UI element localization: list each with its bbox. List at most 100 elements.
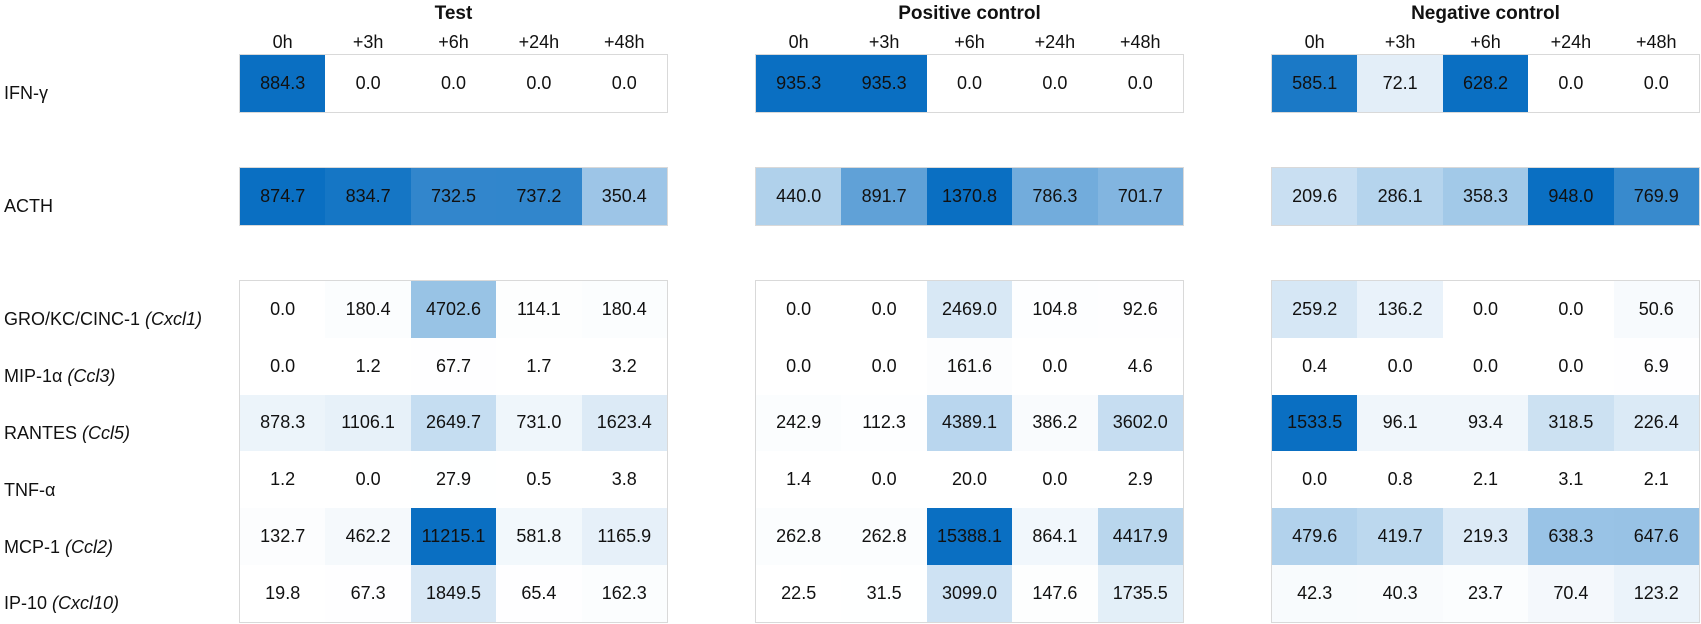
heatmap-cell: 0.5 [496, 451, 582, 509]
heatmap-cell: 874.7 [240, 168, 326, 225]
heatmap-cell: 4417.9 [1097, 508, 1183, 565]
heatmap-cell: 4.6 [1097, 337, 1183, 395]
heatmap-cell: 4389.1 [926, 394, 1013, 452]
heatmap-cell: 67.7 [410, 337, 497, 395]
timepoint-label: +48h [604, 32, 645, 52]
row-label-name: GRO/KC/CINC-1 [4, 309, 146, 330]
panel-title: Positive control [898, 3, 1041, 24]
heatmap-cell: 20.0 [926, 451, 1013, 509]
heatmap-cell: 11215.1 [410, 508, 497, 565]
heatmap-cell: 0.0 [496, 55, 582, 112]
panel-title: Test [434, 3, 473, 24]
heatmap-cell: 0.0 [841, 337, 927, 395]
heatmap-cell: 0.0 [756, 337, 842, 395]
heatmap-cell: 114.1 [496, 281, 582, 338]
row-label-gene: (Ccl3) [67, 366, 116, 387]
heatmap-cell: 0.0 [1012, 55, 1098, 112]
heatmap-cell: 96.1 [1357, 394, 1443, 452]
heatmap-cell: 0.0 [1097, 55, 1183, 112]
heatmap-cell: 0.0 [1442, 281, 1529, 338]
heatmap-cell: 180.4 [581, 281, 667, 338]
row-label: IFN-γ [4, 81, 48, 105]
row-label: ACTH [4, 194, 53, 218]
heatmap-cell: 1735.5 [1097, 565, 1183, 622]
heatmap-cell: 585.1 [1272, 55, 1358, 112]
heatmap-cell: 0.0 [841, 451, 927, 509]
heatmap-cell: 3099.0 [926, 565, 1013, 622]
heatmap-cell: 0.0 [756, 281, 842, 338]
heatmap-cell: 65.4 [496, 565, 582, 622]
heatmap-cell: 42.3 [1272, 565, 1358, 622]
heatmap-cell: 0.0 [325, 451, 411, 509]
heatmap-cell: 581.8 [496, 508, 582, 565]
heatmap-cell: 769.9 [1613, 168, 1699, 225]
heatmap-cell: 350.4 [581, 168, 667, 225]
heatmap-cell: 1.2 [240, 451, 326, 509]
row-label-name: IP-10 [4, 593, 53, 614]
heatmap-cell: 0.0 [841, 281, 927, 338]
timepoint-label: +3h [352, 32, 384, 52]
heatmap-cell: 731.0 [496, 394, 582, 452]
heatmap-cell: 732.5 [410, 168, 497, 225]
heatmap-cell: 2649.7 [410, 394, 497, 452]
timepoint-label: +6h [438, 32, 469, 52]
heatmap-cell: 3.8 [581, 451, 667, 509]
heatmap-cell: 104.8 [1012, 281, 1098, 338]
heatmap-cell: 180.4 [325, 281, 411, 338]
row-label: MIP-1α (Ccl3) [4, 364, 115, 388]
heatmap-cell: 2469.0 [926, 281, 1013, 338]
row-label: RANTES (Ccl5) [4, 421, 130, 445]
heatmap-cell: 27.9 [410, 451, 497, 509]
timepoint-label: +24h [1550, 32, 1592, 52]
heatmap-cell: 15388.1 [926, 508, 1013, 565]
heatmap-cell: 1370.8 [926, 168, 1013, 225]
heatmap-cell: 1623.4 [581, 394, 667, 452]
heatmap-cell: 318.5 [1528, 394, 1614, 452]
heatmap-cell: 628.2 [1442, 55, 1529, 112]
heatmap-cell: 219.3 [1442, 508, 1529, 565]
row-label-gene: (Cxcl1) [145, 309, 203, 330]
heatmap-cell: 386.2 [1012, 394, 1098, 452]
timepoint-label: 0h [1304, 32, 1325, 52]
heatmap-cell: 70.4 [1528, 565, 1614, 622]
timepoint-label: +48h [1120, 32, 1161, 52]
heatmap-cell: 419.7 [1357, 508, 1443, 565]
heatmap-cell: 2.9 [1097, 451, 1183, 509]
heatmap-cell: 3602.0 [1097, 394, 1183, 452]
timepoint-label: +48h [1636, 32, 1677, 52]
heatmap-cell: 0.0 [410, 55, 497, 112]
heatmap-cell: 479.6 [1272, 508, 1358, 565]
heatmap-cell: 462.2 [325, 508, 411, 565]
heatmap-cell: 0.0 [240, 281, 326, 338]
heatmap-cell: 6.9 [1613, 337, 1699, 395]
heatmap-cell: 50.6 [1613, 281, 1699, 338]
row-label-gene: (Cxcl10) [52, 593, 120, 614]
heatmap-cell: 1165.9 [581, 508, 667, 565]
heatmap-cell: 31.5 [841, 565, 927, 622]
timepoint-label: +3h [868, 32, 900, 52]
heatmap-cell: 259.2 [1272, 281, 1358, 338]
heatmap-cell: 0.4 [1272, 337, 1358, 395]
heatmap-cell: 22.5 [756, 565, 842, 622]
heatmap-cell: 67.3 [325, 565, 411, 622]
heatmap-cell: 440.0 [756, 168, 842, 225]
heatmap-cell: 948.0 [1528, 168, 1614, 225]
heatmap-cell: 0.8 [1357, 451, 1443, 509]
heatmap-cell: 935.3 [841, 55, 927, 112]
heatmap-cell: 286.1 [1357, 168, 1443, 225]
heatmap-cell: 40.3 [1357, 565, 1443, 622]
heatmap-cell: 0.0 [1528, 337, 1614, 395]
heatmap-cell: 1.2 [325, 337, 411, 395]
heatmap-cell: 147.6 [1012, 565, 1098, 622]
heatmap-cell: 262.8 [841, 508, 927, 565]
heatmap-cell: 2.1 [1613, 451, 1699, 509]
row-label: GRO/KC/CINC-1 (Cxcl1) [4, 307, 202, 331]
heatmap-cell: 112.3 [841, 394, 927, 452]
timepoint-label: +6h [954, 32, 985, 52]
heatmap-cell: 136.2 [1357, 281, 1443, 338]
heatmap-cell: 0.0 [1528, 281, 1614, 338]
timepoint-label: +24h [518, 32, 560, 52]
row-label-name: TNF-α [4, 479, 56, 500]
heatmap-cell: 161.6 [926, 337, 1013, 395]
heatmap-cell: 878.3 [240, 394, 326, 452]
